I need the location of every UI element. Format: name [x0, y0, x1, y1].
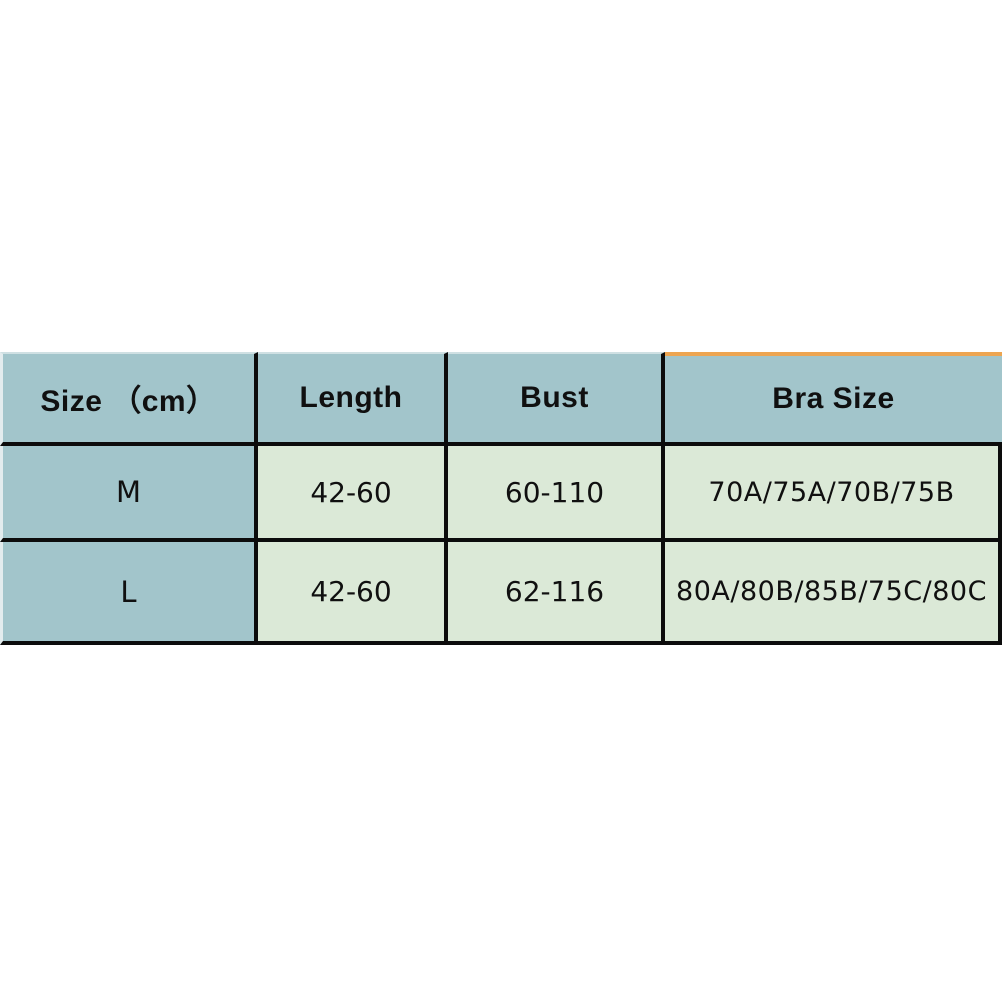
row-l-bra-size-cell: 80A/80B/85B/75C/80C: [665, 542, 1002, 645]
row-m-bra-size-cell: 70A/75A/70B/75B: [665, 446, 1002, 542]
row-m-length-cell: 42-60: [258, 446, 448, 542]
header-cell-bust: Bust: [448, 352, 665, 446]
row-l-bust-cell: 62-116: [448, 542, 665, 645]
row-l-length-cell: 42-60: [258, 542, 448, 645]
row-m-size-cell: M: [0, 446, 258, 542]
row-m-bust-cell: 60-110: [448, 446, 665, 542]
row-l-size-cell: L: [0, 542, 258, 645]
header-cell-length: Length: [258, 352, 448, 446]
header-cell-bra-size: Bra Size: [665, 352, 1002, 446]
header-cell-size: Size （cm）: [0, 352, 258, 446]
size-chart-table: Size （cm） Length Bust Bra Size M 42-60 6…: [0, 352, 1002, 645]
